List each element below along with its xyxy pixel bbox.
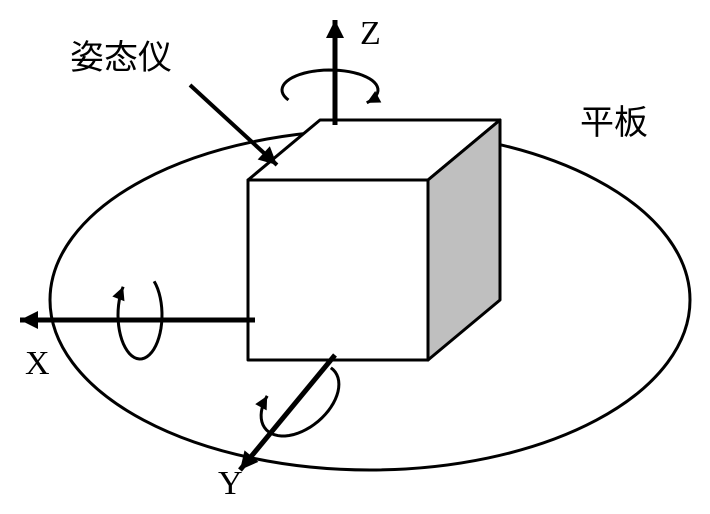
label-axis-x: X	[25, 345, 50, 383]
label-plate: 平板	[580, 95, 648, 144]
diagram-canvas: 姿态仪 平板 X Y Z	[0, 0, 710, 514]
label-axis-y: Y	[218, 465, 243, 503]
label-axis-z: Z	[360, 15, 381, 53]
label-sensor: 姿态仪	[70, 30, 172, 79]
